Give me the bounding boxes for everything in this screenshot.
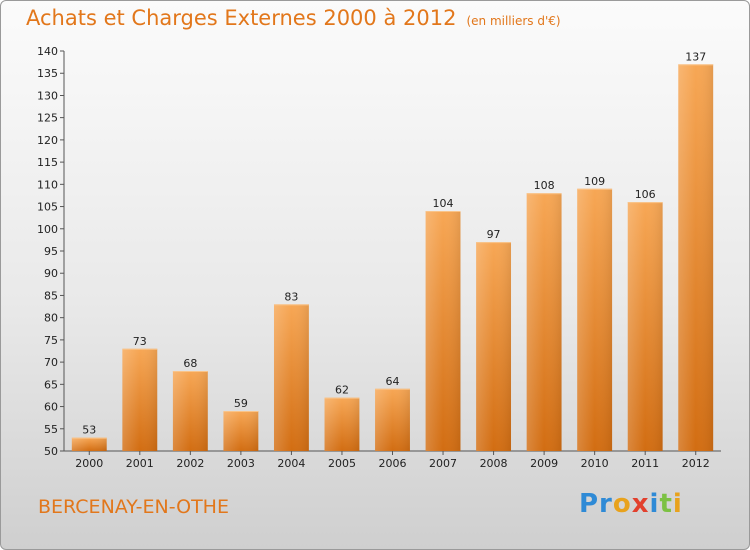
bar-shading [71, 437, 107, 451]
logo-part: Pr [579, 489, 613, 519]
bar-shading [375, 388, 410, 451]
bar-shading [425, 211, 461, 451]
bar-shading [273, 304, 309, 451]
bar-shading [627, 202, 663, 451]
y-tick-label: 60 [44, 401, 58, 414]
bar-shading [577, 188, 613, 451]
x-tick-label: 2002 [176, 457, 204, 470]
x-tick-label: 2005 [328, 457, 356, 470]
y-tick-label: 80 [44, 312, 58, 325]
commune-name: BERCENAY-EN-OTHE [38, 496, 229, 518]
x-tick-label: 2007 [429, 457, 457, 470]
data-label: 109 [584, 175, 605, 188]
data-label: 62 [335, 384, 349, 397]
data-label: 108 [534, 179, 555, 192]
x-tick-label: 2010 [581, 457, 609, 470]
y-tick-label: 90 [44, 267, 58, 280]
logo-part: i [672, 489, 683, 519]
x-tick-label: 2003 [227, 457, 255, 470]
logo-part: i [649, 489, 660, 519]
y-tick-label: 85 [44, 289, 58, 302]
title-text: Achats et Charges Externes 2000 à 2012 [26, 6, 457, 30]
bar-shading [526, 193, 562, 451]
bar-shading [172, 371, 208, 451]
title-unit: (en milliers d'€) [466, 14, 561, 28]
data-label: 97 [487, 228, 501, 241]
y-tick-label: 55 [44, 423, 58, 436]
y-tick-label: 135 [37, 67, 58, 80]
data-label: 68 [183, 357, 197, 370]
x-tick-label: 2001 [126, 457, 154, 470]
y-tick-label: 95 [44, 245, 58, 258]
x-tick-label: 2004 [277, 457, 305, 470]
y-tick-label: 120 [37, 134, 58, 147]
bar-shading [122, 348, 158, 451]
y-tick-label: 140 [37, 45, 58, 58]
logo-part: t [659, 489, 673, 519]
logo-part: o [612, 489, 632, 519]
logo-part: x [631, 489, 650, 519]
bar-shading [223, 411, 259, 451]
y-tick-label: 65 [44, 378, 58, 391]
y-tick-label: 110 [37, 178, 58, 191]
y-tick-label: 50 [44, 445, 58, 458]
x-tick-label: 2008 [480, 457, 508, 470]
data-label: 73 [133, 335, 147, 348]
y-tick-label: 75 [44, 334, 58, 347]
x-tick-label: 2009 [530, 457, 558, 470]
data-label: 137 [685, 50, 706, 63]
bar-shading [678, 64, 714, 452]
x-tick-label: 2000 [75, 457, 103, 470]
y-tick-label: 130 [37, 89, 58, 102]
data-label: 106 [635, 188, 656, 201]
x-tick-label: 2011 [631, 457, 659, 470]
y-tick-label: 100 [37, 223, 58, 236]
y-tick-label: 70 [44, 356, 58, 369]
data-label: 53 [82, 424, 96, 437]
y-tick-label: 105 [37, 201, 58, 214]
data-label: 83 [284, 290, 298, 303]
bar-shading [476, 242, 512, 451]
data-label: 64 [386, 375, 400, 388]
y-tick-label: 125 [37, 112, 58, 125]
value-labels-group: 53 73 68 59 83 62 64 104 97 108 109 106 137 [82, 50, 706, 436]
data-label: 104 [433, 197, 454, 210]
bar-shading [324, 397, 360, 451]
data-label: 59 [234, 397, 248, 410]
chart-title: Achats et Charges Externes 2000 à 2012 (e… [26, 6, 561, 30]
y-tick-label: 115 [37, 156, 58, 169]
bars-group [71, 64, 714, 452]
axes: 50 55 60 65 70 75 80 85 90 95 100 105 110 115 120 125 13… [37, 45, 721, 470]
proxiti-logo: Proxiti [579, 489, 683, 519]
x-tick-label: 2006 [379, 457, 407, 470]
x-tick-label: 2012 [682, 457, 710, 470]
